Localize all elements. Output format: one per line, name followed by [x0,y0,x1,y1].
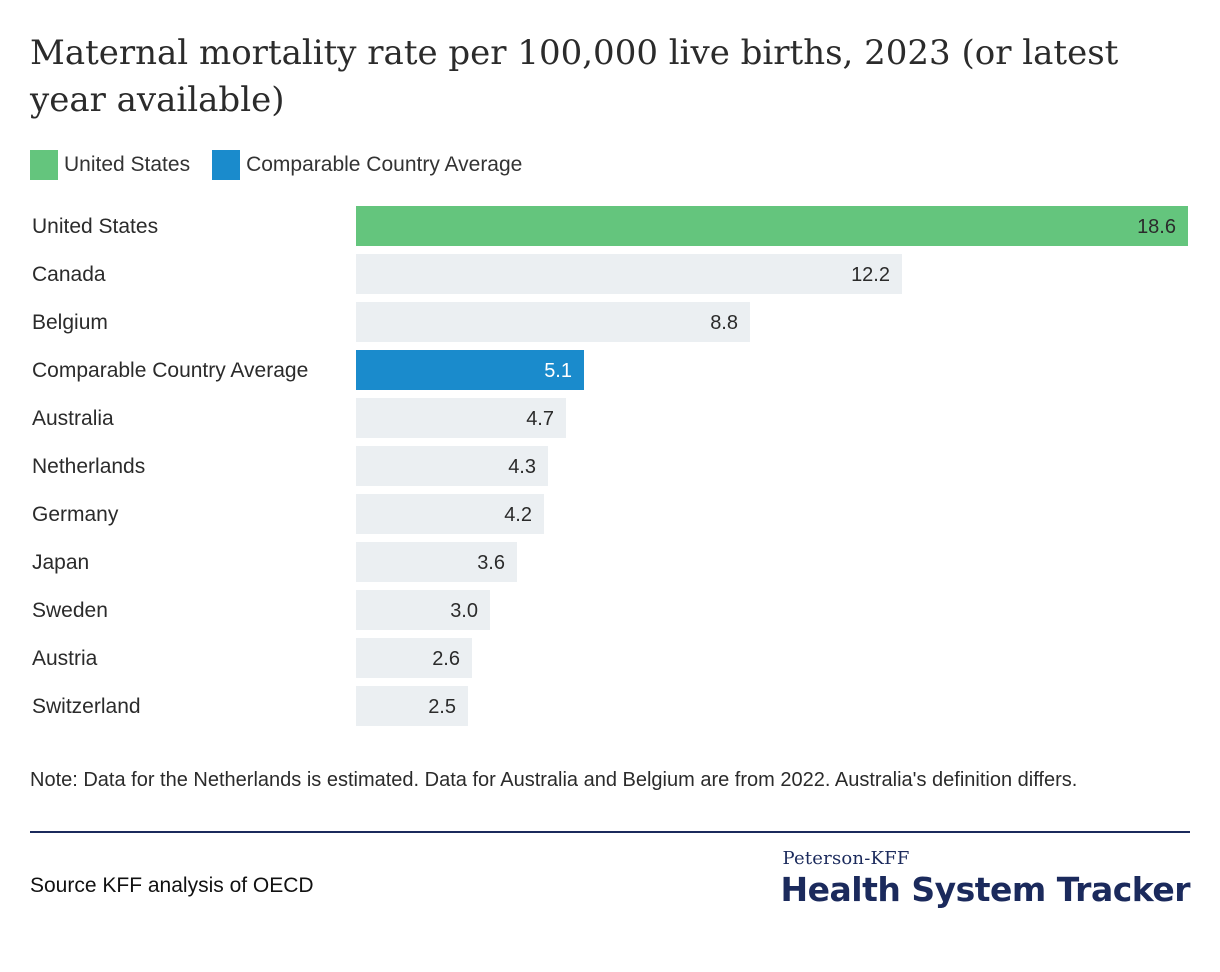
chart-title: Maternal mortality rate per 100,000 live… [30,33,1119,120]
value-label-austria: 2.6 [432,648,460,670]
category-label-japan: Japan [32,551,89,574]
value-label-belgium: 8.8 [710,312,738,334]
bar-germany[interactable] [356,494,544,534]
category-label-sweden: Sweden [32,599,108,622]
chart-legend: United States Comparable Country Average [30,150,544,180]
footer-divider [30,831,1190,833]
value-label-united-states: 18.6 [1137,216,1176,238]
category-label-canada: Canada [32,263,106,286]
value-label-sweden: 3.0 [450,600,478,622]
bar-sweden[interactable] [356,590,490,630]
value-label-japan: 3.6 [477,552,505,574]
bar-japan[interactable] [356,542,517,582]
legend-swatch-united-states [30,150,58,180]
category-label-australia: Australia [32,407,114,430]
legend-item-comparable-average: Comparable Country Average [212,150,522,180]
bar-comparable-country-average[interactable] [356,350,584,390]
brand-small-text: Peterson-KFF [782,848,910,869]
bar-canada[interactable] [356,254,902,294]
bar-switzerland[interactable] [356,686,468,726]
bar-chart: United States 18.6 Canada 12.2 Belgium 8.8 Com… [32,206,1188,726]
category-label-united-states: United States [32,215,158,238]
category-label-netherlands: Netherlands [32,455,145,478]
category-label-comparable-country-average: Comparable Country Average [32,359,308,382]
value-label-canada: 12.2 [851,264,890,286]
category-label-belgium: Belgium [32,311,108,334]
bar-netherlands[interactable] [356,446,548,486]
legend-swatch-comparable-average [212,150,241,180]
value-label-switzerland: 2.5 [428,696,456,718]
bar-austria[interactable] [356,638,472,678]
legend-label-united-states: United States [64,153,191,176]
brand-logo: Peterson-KFF Health System Tracker [781,848,1191,910]
chart-note: Note: Data for the Netherlands is estima… [30,769,1078,791]
bar-belgium[interactable] [356,302,750,342]
legend-label-comparable-average: Comparable Country Average [246,153,523,176]
source-text: Source KFF analysis of OECD [30,874,314,897]
legend-item-united-states: United States [30,150,190,180]
category-label-switzerland: Switzerland [32,695,141,718]
bar-australia[interactable] [356,398,566,438]
value-label-germany: 4.2 [504,504,532,526]
category-label-austria: Austria [32,647,98,670]
category-label-germany: Germany [32,503,119,526]
bar-united-states[interactable] [356,206,1188,246]
value-label-australia: 4.7 [526,408,554,430]
value-label-comparable-country-average: 5.1 [544,360,572,382]
value-label-netherlands: 4.3 [508,456,536,478]
brand-big-text: Health System Tracker [780,870,1191,909]
